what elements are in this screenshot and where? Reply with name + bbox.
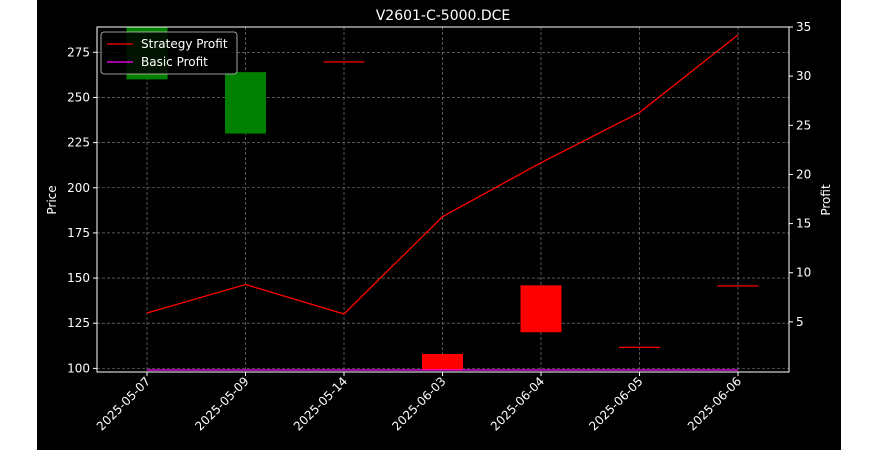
y-tick-label-left: 225 [67, 136, 90, 150]
candle-2025-05-09 [225, 72, 266, 133]
y-tick-label-left: 275 [67, 45, 90, 59]
candle-2025-06-05 [619, 347, 660, 348]
y-tick-label-left: 250 [67, 90, 90, 104]
legend-basic-label: Basic Profit [141, 55, 208, 69]
y-tick-label-left: 175 [67, 226, 90, 240]
legend: Strategy Profit Basic Profit [101, 32, 237, 74]
y-tick-label-left: 150 [67, 271, 90, 285]
grid [97, 27, 789, 372]
x-tick-label: 2025-05-14 [291, 374, 350, 433]
chart-figure: 2025-05-07 2025-05-09 2025-05-14 2025-06-03… [37, 0, 841, 450]
candle-2025-06-06 [718, 285, 759, 286]
legend-strategy-label: Strategy Profit [141, 37, 228, 51]
y-axis-right-label: Profit [819, 184, 833, 216]
y-tick-label-right: 5 [796, 315, 804, 329]
y-axis-left-label: Price [45, 185, 59, 214]
y-tick-label-left: 100 [67, 361, 90, 375]
x-tick-label: 2025-05-07 [94, 374, 153, 433]
x-tick-label: 2025-05-09 [192, 374, 251, 433]
y-tick-label-left: 125 [67, 316, 90, 330]
candle-2025-06-03 [422, 354, 463, 370]
candle-2025-05-14 [324, 61, 365, 62]
chart-svg: 2025-05-07 2025-05-09 2025-05-14 2025-06-03… [37, 0, 841, 450]
y-tick-label-right: 30 [796, 69, 811, 83]
candle-2025-06-04 [521, 285, 562, 332]
y-tick-label-right: 25 [796, 118, 811, 132]
y-tick-label-right: 10 [796, 266, 811, 280]
x-tick-label: 2025-06-04 [488, 374, 547, 433]
y-tick-label-left: 200 [67, 181, 90, 195]
plot-frame [97, 27, 789, 372]
chart-title: V2601-C-5000.DCE [376, 8, 511, 24]
y-tick-label-right: 15 [796, 217, 811, 231]
x-tick-label: 2025-06-06 [685, 374, 744, 433]
y-tick-label-right: 35 [796, 20, 811, 34]
axes: 2025-05-07 2025-05-09 2025-05-14 2025-06-03… [67, 20, 811, 433]
x-tick-label: 2025-06-05 [586, 374, 645, 433]
y-tick-label-right: 20 [796, 167, 811, 181]
x-tick-label: 2025-06-03 [389, 374, 448, 433]
